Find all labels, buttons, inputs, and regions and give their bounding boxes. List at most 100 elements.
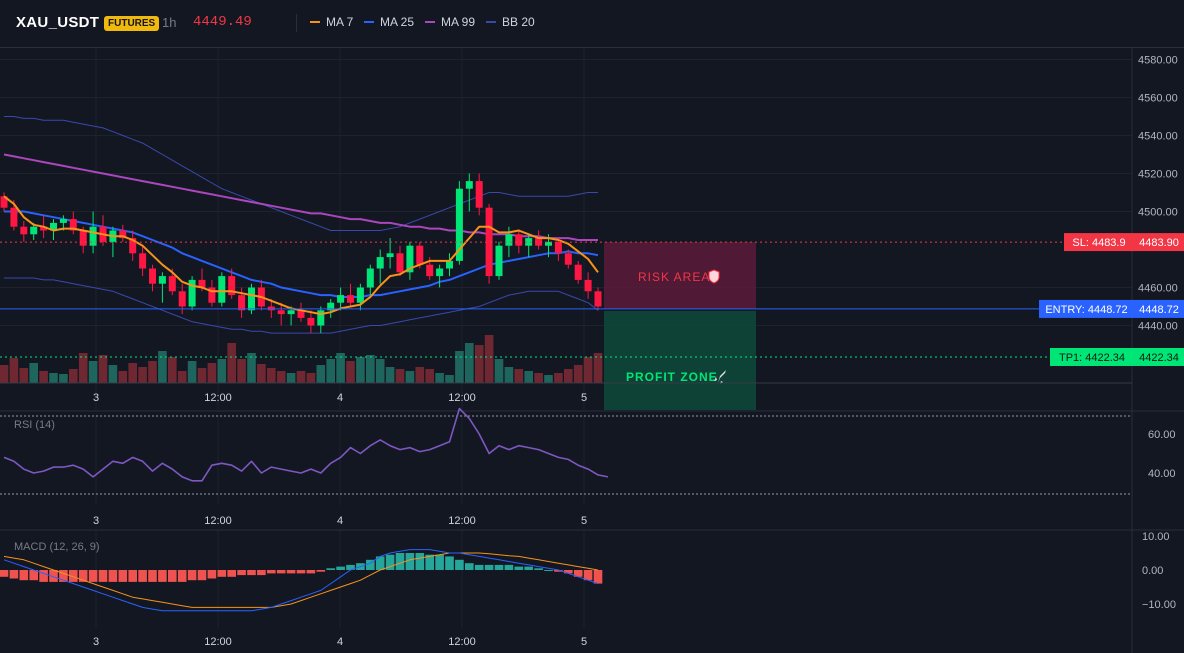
ma99-swatch xyxy=(425,21,435,23)
volume-bar xyxy=(356,357,365,383)
macd-histogram-bar xyxy=(207,570,217,579)
ma99-line xyxy=(3,153,598,241)
candle-body xyxy=(79,230,87,246)
volume-bar xyxy=(465,343,474,383)
candle-body xyxy=(59,219,67,223)
volume-bar xyxy=(78,353,88,383)
macd-histogram-bar xyxy=(128,570,137,582)
candle-body xyxy=(584,279,592,292)
volume-bar xyxy=(296,371,306,383)
volume-bar xyxy=(534,373,543,383)
volume-bar xyxy=(19,368,29,383)
macd-histogram-bar xyxy=(88,570,98,582)
x-tick-label: 3 xyxy=(93,515,99,527)
candle-body xyxy=(20,226,28,235)
timeframe-selector[interactable]: 1h xyxy=(162,15,177,30)
macd-histogram-bar xyxy=(306,570,316,574)
volume-bar xyxy=(197,368,207,383)
bb-lower-line xyxy=(4,277,599,334)
rocket-icon xyxy=(714,370,726,384)
candle-body xyxy=(89,226,97,246)
x-tick-label: 4 xyxy=(337,392,343,404)
candle-body xyxy=(356,287,364,303)
macd-histogram-bar xyxy=(59,570,68,582)
candle-body xyxy=(178,291,186,307)
volume-bar xyxy=(346,361,355,383)
volume-bar xyxy=(128,363,137,383)
candle-body xyxy=(149,268,156,284)
volume-bar xyxy=(168,357,177,383)
candle-body xyxy=(50,222,57,231)
volume-bar xyxy=(267,368,276,383)
macd-histogram-bar xyxy=(98,570,108,582)
macd-histogram-bar xyxy=(514,566,524,570)
sl-tag: SL: 4483.9 xyxy=(1072,237,1125,249)
candle-body xyxy=(574,264,582,280)
sl-axis-tag: 4483.90 xyxy=(1139,237,1179,249)
volume-bar xyxy=(217,359,227,383)
macd-histogram-bar xyxy=(296,570,306,574)
candle-body xyxy=(554,241,562,254)
macd-histogram-bar xyxy=(405,553,415,570)
macd-histogram-bar xyxy=(316,570,326,572)
volume-bar xyxy=(88,361,98,383)
symbol-name[interactable]: XAU_USDT xyxy=(16,14,100,31)
legend-ma7-label: MA 7 xyxy=(326,15,354,29)
macd-histogram-bar xyxy=(395,553,405,570)
macd-histogram-bar xyxy=(257,570,266,576)
candle-body xyxy=(188,279,196,307)
volume-bar xyxy=(227,343,236,383)
macd-histogram-bar xyxy=(187,570,197,581)
macd-histogram-bar xyxy=(247,570,256,576)
legend-ma25-label: MA 25 xyxy=(380,15,415,29)
volume-bar xyxy=(29,363,38,383)
x-tick-label: 12:00 xyxy=(204,515,232,527)
volume-bar xyxy=(0,365,9,383)
candle-body xyxy=(416,245,424,265)
macd-histogram-bar xyxy=(158,570,167,582)
candle-body xyxy=(69,219,77,231)
x-tick-label: 12:00 xyxy=(448,392,476,404)
macd-histogram-bar xyxy=(197,570,207,581)
legend-ma25[interactable]: MA 25 xyxy=(364,15,414,29)
candle-body xyxy=(505,234,513,246)
volume-bar xyxy=(474,345,484,383)
macd-histogram-bar xyxy=(108,570,118,582)
ma7-line xyxy=(3,195,599,316)
tp1-axis-tag: 4422.34 xyxy=(1139,352,1179,364)
legend-ma7[interactable]: MA 7 xyxy=(310,15,353,29)
macd-histogram-bar xyxy=(227,570,236,577)
macd-histogram-bar xyxy=(148,570,157,582)
macd-histogram-bar xyxy=(9,570,19,579)
candle-body xyxy=(515,234,523,246)
legend-bb20-label: BB 20 xyxy=(502,15,535,29)
x-tick-label: 4 xyxy=(337,636,343,648)
volume-bar xyxy=(9,358,19,383)
volume-bar xyxy=(445,375,454,383)
candle-body xyxy=(30,226,38,235)
candle-body xyxy=(436,268,444,277)
candle-body xyxy=(396,253,404,273)
volume-bar xyxy=(69,369,78,383)
volume-bar xyxy=(524,371,533,383)
volume-bar xyxy=(237,359,246,383)
candle-body xyxy=(248,287,255,311)
macd-line xyxy=(3,549,599,612)
volume-bar xyxy=(554,373,563,383)
macd-histogram-bar xyxy=(593,570,603,584)
macd-histogram-bar xyxy=(276,570,286,574)
macd-histogram-bar xyxy=(0,570,9,577)
candle-body xyxy=(0,196,8,208)
macd-y-tick: −10.00 xyxy=(1142,599,1176,611)
volume-bar xyxy=(375,359,385,383)
legend-bb20[interactable]: BB 20 xyxy=(486,15,535,29)
volume-bar xyxy=(435,373,444,383)
volume-bar xyxy=(455,351,464,383)
macd-histogram-bar xyxy=(326,568,335,570)
entry-axis-tag-bg xyxy=(1134,299,1184,318)
volume-bar xyxy=(187,361,197,383)
shield-icon xyxy=(708,269,720,284)
macd-histogram-bar xyxy=(504,564,514,570)
legend-ma99[interactable]: MA 99 xyxy=(425,15,475,29)
